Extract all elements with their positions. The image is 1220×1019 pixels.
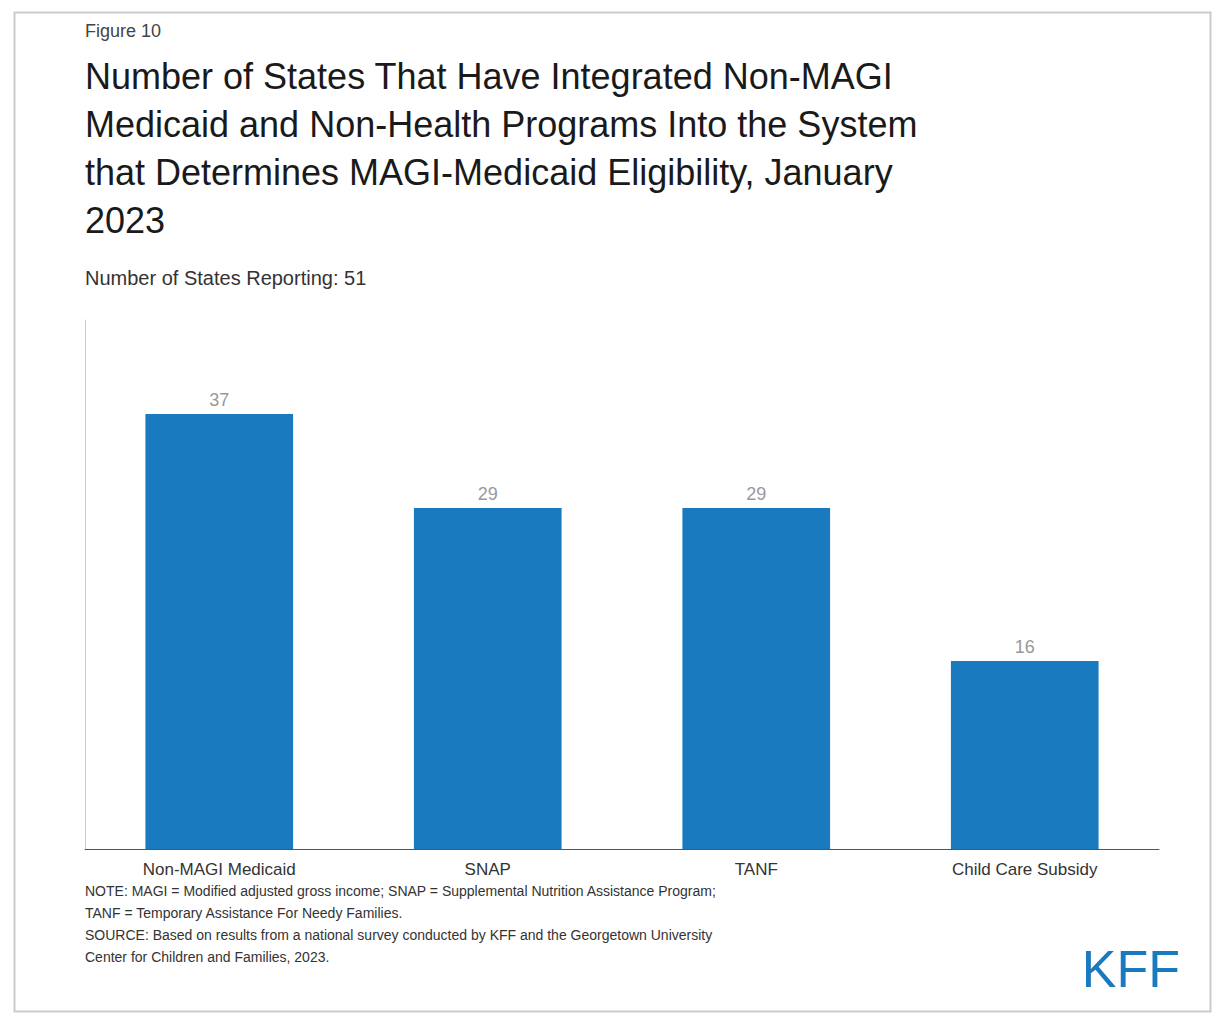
svg-text:SNAP: SNAP xyxy=(465,860,511,879)
svg-text:16: 16 xyxy=(1015,637,1035,657)
svg-text:KFF: KFF xyxy=(1082,940,1180,998)
svg-text:Figure 10: Figure 10 xyxy=(85,21,161,41)
svg-text:37: 37 xyxy=(209,390,229,410)
svg-text:NOTE: MAGI = Modified adjusted: NOTE: MAGI = Modified adjusted gross inc… xyxy=(85,883,716,899)
svg-text:Number of States That Have Int: Number of States That Have Integrated No… xyxy=(85,56,893,97)
svg-text:Non-MAGI Medicaid: Non-MAGI Medicaid xyxy=(143,860,296,879)
svg-text:TANF = Temporary Assistance Fo: TANF = Temporary Assistance For Needy Fa… xyxy=(85,905,402,921)
svg-text:that Determines MAGI-Medicaid: that Determines MAGI-Medicaid Eligibilit… xyxy=(85,152,893,193)
svg-text:TANF: TANF xyxy=(735,860,778,879)
svg-text:29: 29 xyxy=(478,484,498,504)
svg-text:2023: 2023 xyxy=(85,200,165,241)
svg-text:Center for Children and Famili: Center for Children and Families, 2023. xyxy=(85,949,329,965)
svg-text:Number of States Reporting: 51: Number of States Reporting: 51 xyxy=(85,267,366,289)
svg-text:SOURCE: Based on results from: SOURCE: Based on results from a national… xyxy=(85,927,712,943)
svg-text:Medicaid and Non-Health Progra: Medicaid and Non-Health Programs Into th… xyxy=(85,104,917,145)
svg-text:29: 29 xyxy=(746,484,766,504)
svg-text:Child Care Subsidy: Child Care Subsidy xyxy=(952,860,1098,879)
